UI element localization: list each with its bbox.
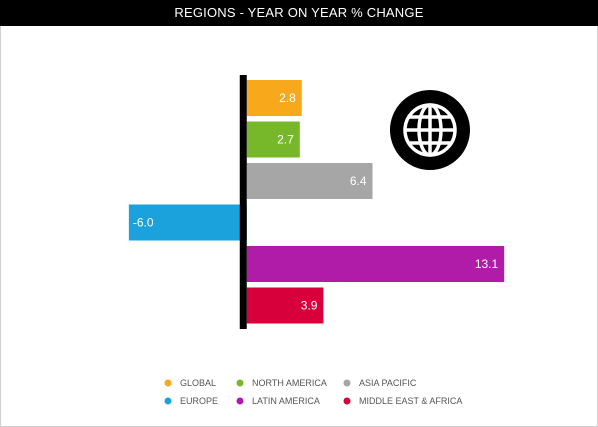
globe-icon [390, 90, 470, 170]
bar-europe [128, 204, 247, 241]
data-label-global: 2.8 [279, 91, 296, 105]
data-label-latin-america: 13.1 [475, 257, 499, 271]
bar-north-america [246, 121, 300, 158]
legend: GLOBAL NORTH AMERICA ASIA PACIFIC EUROPE LAT… [164, 378, 462, 406]
data-label-middle-east-and-africa: 3.9 [301, 299, 318, 313]
legend-swatch-middle-east-and-africa [343, 397, 351, 405]
legend-swatch-global [164, 379, 172, 387]
legend-label-middle-east-and-africa: MIDDLE EAST & AFRICA [359, 396, 462, 406]
data-label-north-america: 2.7 [277, 133, 294, 147]
legend-label-global: GLOBAL [180, 378, 216, 388]
bar-latin-america [246, 246, 505, 282]
legend-label-latin-america: LATIN AMERICA [252, 396, 320, 406]
legend-swatch-asia-pacific [343, 379, 351, 387]
legend-swatch-latin-america [236, 397, 244, 405]
legend-label-north-america: NORTH AMERICA [252, 378, 327, 388]
legend-swatch-north-america [236, 379, 244, 387]
bars-layer: 2.8 2.7 6.4 -6.0 13.1 3.9 [128, 80, 505, 324]
bar-middle-east-and-africa [246, 287, 324, 324]
bar-global [246, 80, 302, 116]
legend-swatch-europe [164, 397, 172, 405]
chart-area: 2.8 2.7 6.4 -6.0 13.1 3.9 GLOBAL NORTH AMERICA… [128, 75, 505, 406]
chart-title: REGIONS - YEAR ON YEAR % CHANGE [0, 0, 598, 26]
data-label-asia-pacific: 6.4 [350, 174, 367, 188]
legend-label-europe: EUROPE [180, 396, 218, 406]
bar-asia-pacific [246, 163, 373, 199]
legend-label-asia-pacific: ASIA PACIFIC [359, 378, 417, 388]
data-label-europe: -6.0 [133, 216, 154, 230]
zero-axis [239, 75, 247, 329]
